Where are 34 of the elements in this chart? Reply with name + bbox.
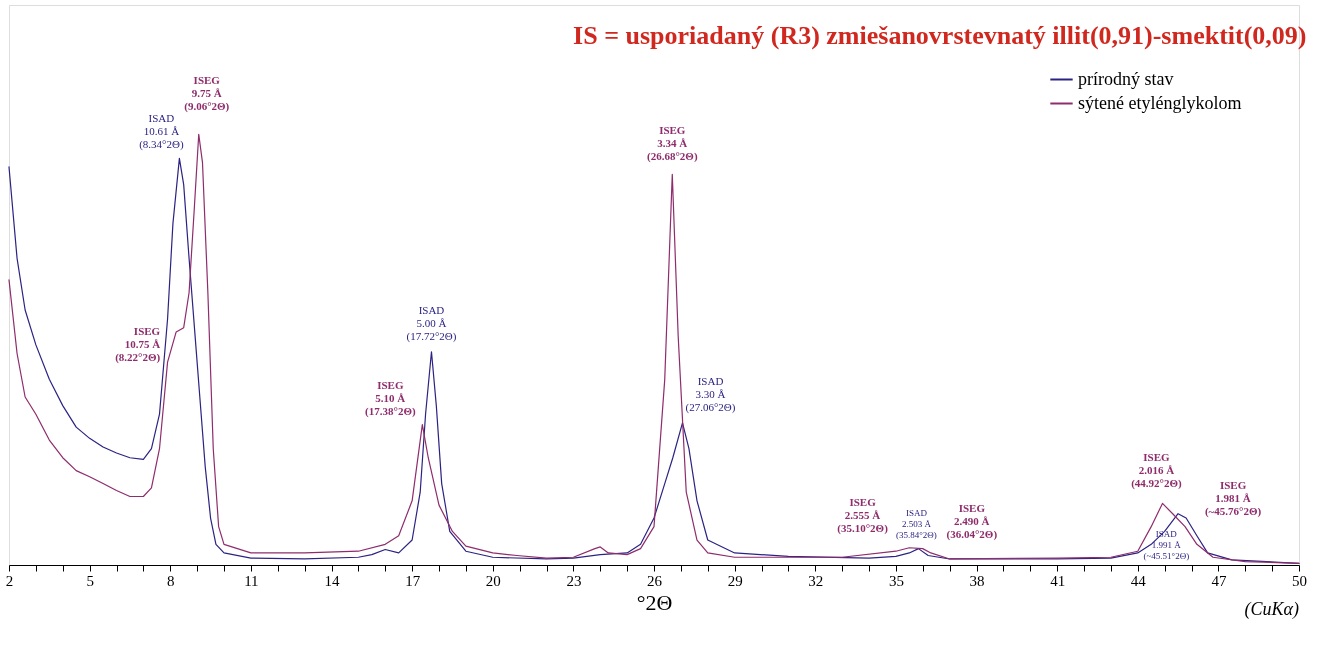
x-tick-label: 23	[566, 572, 582, 589]
annotation: ISEG 1.981 Å (~45.76°2Θ)	[1204, 478, 1262, 518]
legend-label: prírodný stav	[1078, 68, 1174, 89]
annotation: ISEG 5.10 Å (17.38°2Θ)	[365, 378, 416, 418]
x-tick-label: 17	[405, 572, 421, 589]
annotation: ISEG 2.555 Å (35.10°2Θ)	[837, 496, 889, 536]
x-tick-label: 44	[1130, 572, 1147, 589]
chart-title: IS = usporiadaný (R3) zmiešanovrstevnatý illit(0,91)-smektit(0,09)	[573, 21, 1307, 50]
x-tick-label: 29	[727, 572, 743, 589]
legend-label: sýtené etylénglykolom	[1078, 92, 1242, 113]
x-tick-label: 35	[888, 572, 904, 589]
text: (CuKα)	[1244, 599, 1299, 620]
annotation: ISAD 5.00 Å (17.72°2Θ)	[406, 303, 457, 343]
annotation: ISEG 10.75 Å (8.22°2Θ)	[115, 324, 161, 364]
annotation: ISAD 2.503 Å (35.84°2Θ)	[896, 507, 937, 540]
x-tick-label: 11	[244, 572, 259, 589]
x-tick-label: 41	[1050, 572, 1066, 589]
annotation: ISAD 10.61 Å (8.34°2Θ)	[139, 112, 184, 152]
x-tick-label: 14	[324, 572, 340, 589]
annotation: ISEG 3.34 Å (26.68°2Θ)	[647, 124, 698, 164]
x-tick-label: 38	[969, 572, 985, 589]
x-axis-title: °2Θ	[636, 589, 673, 615]
x-tick-label: 47	[1211, 572, 1227, 589]
annotation: ISEG 9.75 Å (9.06°2Θ)	[184, 74, 230, 114]
x-tick-label: 8	[167, 572, 175, 589]
annotation: ISEG 2.490 Å (36.04°2Θ)	[946, 501, 998, 541]
x-tick-label: 20	[485, 572, 501, 589]
annotation: ISEG 2.016 Å (44.92°2Θ)	[1131, 451, 1183, 491]
x-tick-label: 26	[647, 572, 663, 589]
x-tick-label: 32	[808, 572, 824, 589]
annotation: ISAD 3.30 Å (27.06°2Θ)	[685, 374, 736, 414]
x-tick-label: 5	[86, 572, 94, 589]
x-tick-label: 2	[5, 572, 14, 589]
x-tick-label: 50	[1292, 572, 1307, 589]
